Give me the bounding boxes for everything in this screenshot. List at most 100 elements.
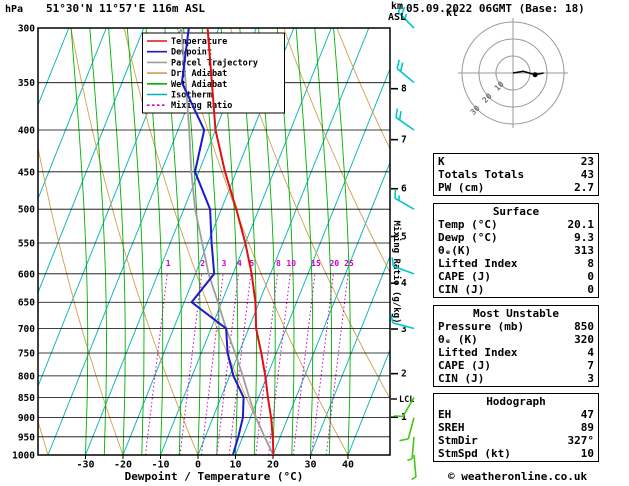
svg-text:10: 10 [229, 460, 241, 471]
station-title: 51°30'N 11°57'E 116m ASL [46, 2, 205, 15]
wind-barb [397, 3, 415, 29]
table-row: Dewp (°C) 9.3 [438, 231, 594, 244]
storm-motion-dot [532, 72, 538, 78]
hodograph-panel-title: Hodograph [486, 395, 546, 408]
table-row: EH 47 [438, 408, 594, 421]
svg-text:6: 6 [401, 184, 407, 195]
profiles [180, 28, 275, 455]
svg-text:400: 400 [18, 126, 35, 137]
svg-text:-20: -20 [114, 460, 132, 471]
svg-text:25: 25 [344, 259, 354, 268]
svg-text:3: 3 [401, 324, 407, 335]
svg-text:5: 5 [249, 259, 254, 268]
svg-text:500: 500 [18, 205, 35, 216]
svg-text:1: 1 [166, 259, 171, 268]
plot-border [37, 27, 391, 456]
table-row: Pressure (mb) 850 [438, 320, 594, 333]
svg-text:Dry Adiabat: Dry Adiabat [171, 68, 227, 79]
table-row: StmDir 327° [438, 434, 594, 447]
svg-text:15: 15 [311, 259, 321, 268]
km-axis-labels: 1 2 3 4 5 6 7 8 LCL [391, 84, 414, 423]
wind-barb [394, 189, 415, 210]
svg-text:-10: -10 [151, 460, 169, 471]
wind-barb [411, 454, 417, 481]
svg-text:1: 1 [401, 412, 407, 423]
temperature-curve [206, 28, 275, 455]
svg-text:Isotherm: Isotherm [171, 91, 212, 101]
table-row: CAPE (J) 7 [438, 359, 594, 372]
km-axis-title: km [391, 1, 404, 12]
surface-panel: Surface Temp (°C) 20.1 Dewp (°C) 9.3 θₑ(K) 31… [433, 203, 599, 298]
svg-text:Mixing Ratio: Mixing Ratio [171, 100, 232, 111]
svg-text:20: 20 [330, 259, 340, 268]
svg-text:30: 30 [469, 104, 482, 117]
mixing-ratio-axis-title: Mixing Ratio (g/kg) [391, 221, 402, 324]
svg-text:2: 2 [200, 259, 205, 268]
svg-text:LCL: LCL [399, 395, 414, 405]
table-row: Lifted Index 8 [438, 257, 594, 270]
svg-text:40: 40 [342, 460, 354, 471]
wind-barb [407, 436, 415, 462]
svg-text:Temperature: Temperature [171, 37, 227, 47]
table-row: K 23 [438, 155, 594, 168]
table-row: θₑ (K) 320 [438, 333, 594, 346]
svg-text:20: 20 [267, 460, 279, 471]
mixing-ratio-labels: 1 2 3 4 5 8 10 15 20 25 [166, 259, 354, 268]
asl-axis-title: ASL [388, 12, 407, 23]
table-row: SREH 89 [438, 421, 594, 434]
table-row: Temp (°C) 20.1 [438, 218, 594, 231]
table-row: Lifted Index 4 [438, 346, 594, 359]
table-row: Totals Totals 43 [438, 168, 594, 181]
svg-text:4: 4 [401, 278, 407, 289]
svg-text:350: 350 [18, 78, 35, 89]
copyright-text: © weatheronline.co.uk [448, 470, 588, 483]
wind-barb [399, 417, 415, 442]
x-axis-title: Dewpoint / Temperature (°C) [124, 470, 304, 483]
table-row: CAPE (J) 0 [438, 270, 594, 283]
pressure-axis-title: hPa [5, 4, 24, 15]
svg-text:800: 800 [18, 371, 35, 382]
wind-barb [396, 59, 415, 84]
svg-text:3: 3 [222, 259, 227, 268]
wind-barb [394, 396, 415, 418]
datetime-title: 05.09.2022 06GMT (Base: 18) [406, 2, 585, 15]
wind-barbs [390, 3, 417, 481]
svg-text:0: 0 [195, 460, 201, 471]
table-row: CIN (J) 3 [438, 372, 594, 385]
svg-text:750: 750 [18, 348, 35, 359]
surface-panel-title: Surface [492, 205, 540, 218]
svg-text:550: 550 [18, 238, 35, 249]
svg-text:950: 950 [18, 432, 35, 443]
svg-text:5: 5 [401, 231, 407, 242]
svg-text:850: 850 [18, 393, 35, 404]
svg-text:kt: kt [446, 8, 458, 19]
svg-text:300: 300 [18, 24, 35, 35]
table-row: CIN (J) 0 [438, 283, 594, 296]
svg-text:600: 600 [18, 269, 35, 280]
wind-barb [391, 257, 415, 275]
svg-text:Mixing Ratio (g/kg): Mixing Ratio (g/kg) [391, 221, 402, 324]
dewpoint-curve [180, 28, 245, 455]
pressure-axis-labels: 300 350 400 450 500 550 600 650 700 750 800 850 900 9… [12, 24, 35, 462]
parcel-trajectory-curve [180, 28, 275, 455]
hodograph-stats-panel: Hodograph EH 47 SREH 89 StmDir 327° StmSpd (kt… [433, 393, 599, 462]
svg-text:Dewpoint: Dewpoint [171, 47, 212, 58]
svg-text:8: 8 [401, 84, 407, 95]
svg-text:8: 8 [276, 259, 281, 268]
most-unstable-panel: Most Unstable Pressure (mb) 850 θₑ (K) 320 L… [433, 305, 599, 387]
svg-text:Parcel Trajectory: Parcel Trajectory [171, 57, 258, 68]
svg-text:Wet Adiabat: Wet Adiabat [171, 79, 227, 90]
most-unstable-panel-title: Most Unstable [472, 307, 560, 320]
svg-text:7: 7 [401, 135, 407, 146]
wind-barb [390, 313, 415, 330]
svg-text:2: 2 [401, 369, 407, 380]
svg-text:650: 650 [18, 298, 35, 309]
svg-text:1000: 1000 [12, 451, 35, 462]
indices-panel: K 23 Totals Totals 43 PW (cm) 2.7 [433, 153, 599, 196]
svg-text:450: 450 [18, 167, 35, 178]
svg-text:-30: -30 [76, 460, 94, 471]
svg-text:30: 30 [304, 460, 316, 471]
